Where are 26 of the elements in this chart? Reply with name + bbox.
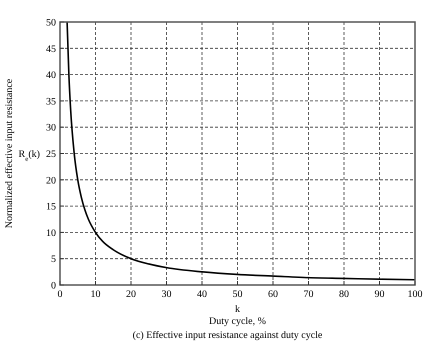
x-tick-label: 40	[197, 289, 207, 300]
y-tick-label: 20	[46, 175, 56, 186]
y-tick-label: 40	[46, 70, 56, 82]
text: (c) Effective input resistance against duty cycle	[132, 330, 323, 341]
x-tick-label: 10	[90, 289, 100, 300]
x-tick-label: 30	[162, 289, 172, 300]
x-tick-label: 50	[232, 289, 242, 300]
x-tick-label: 70	[304, 289, 314, 300]
line-series	[66, 22, 415, 281]
x-tick-label: 90	[374, 289, 384, 300]
y-tick-label: 50	[46, 18, 56, 28]
y-tick-label: 5	[51, 254, 56, 266]
x-axis-title: k Duty cycle, %	[209, 304, 266, 327]
x-tick-label: 20	[126, 289, 136, 300]
y-tick-label: 10	[46, 228, 56, 239]
y-tick-label: 25	[46, 149, 56, 160]
text: R$_{e}$(k)	[18, 149, 40, 163]
y-axis-title: Normalized effective input resistance	[4, 78, 15, 228]
y-tick-label: 45	[46, 44, 56, 55]
y-tick-label: 15	[46, 202, 56, 213]
y-tick-label: 35	[46, 96, 56, 108]
x-tick-label: 60	[268, 289, 278, 300]
x-tick-label: 100	[408, 289, 422, 300]
y-tick-label: 0	[51, 280, 56, 292]
y-tick-label: 30	[46, 122, 56, 134]
x-tick-label: 80	[339, 289, 349, 300]
